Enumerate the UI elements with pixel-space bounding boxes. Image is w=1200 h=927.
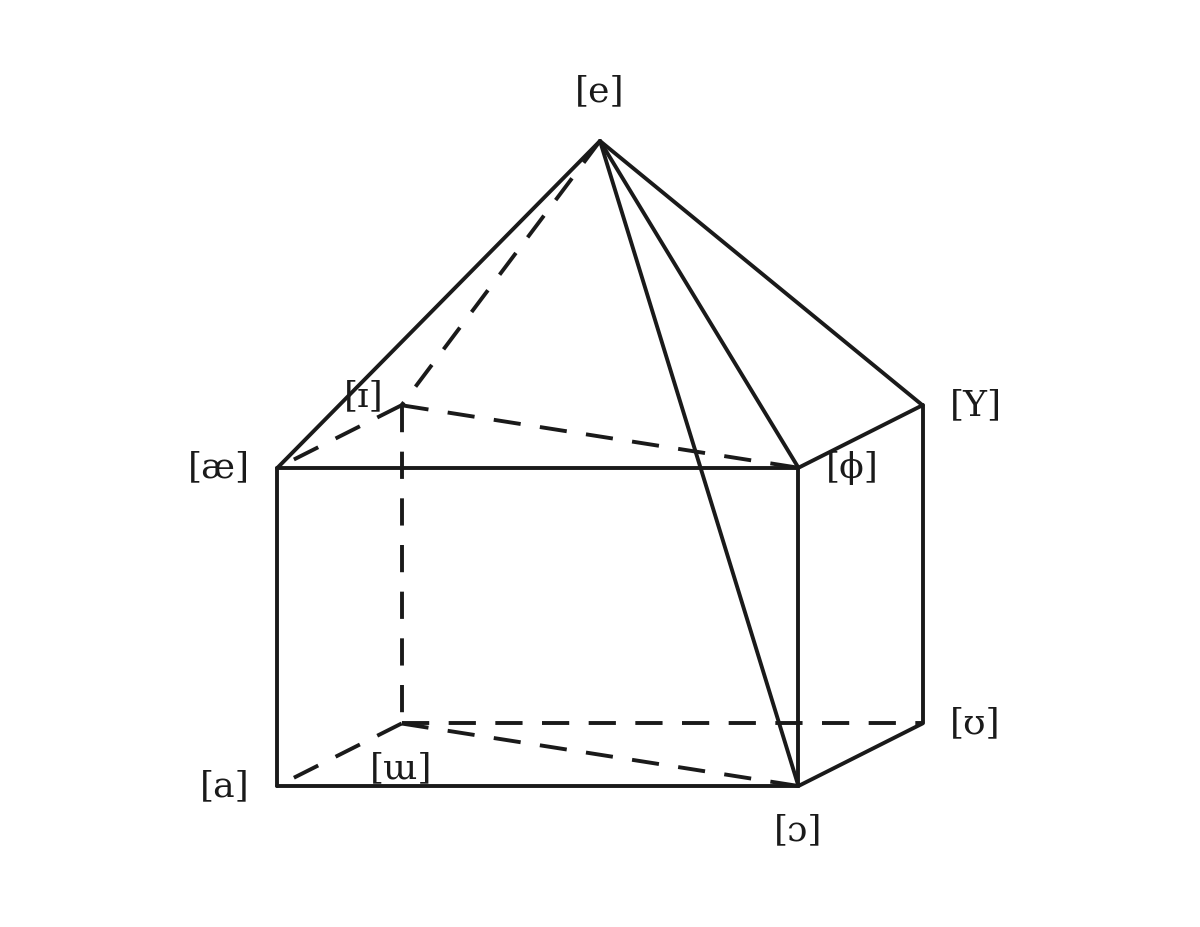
Text: [ɯ]: [ɯ] bbox=[371, 751, 433, 785]
Text: [a]: [a] bbox=[200, 769, 250, 803]
Text: [e]: [e] bbox=[575, 75, 625, 108]
Text: [æ]: [æ] bbox=[187, 451, 250, 485]
Text: [ʊ]: [ʊ] bbox=[950, 706, 1001, 741]
Text: [ɔ]: [ɔ] bbox=[774, 814, 823, 847]
Text: [ɪ]: [ɪ] bbox=[343, 379, 383, 413]
Text: [Y]: [Y] bbox=[950, 388, 1002, 423]
Text: [ϕ]: [ϕ] bbox=[826, 451, 878, 485]
